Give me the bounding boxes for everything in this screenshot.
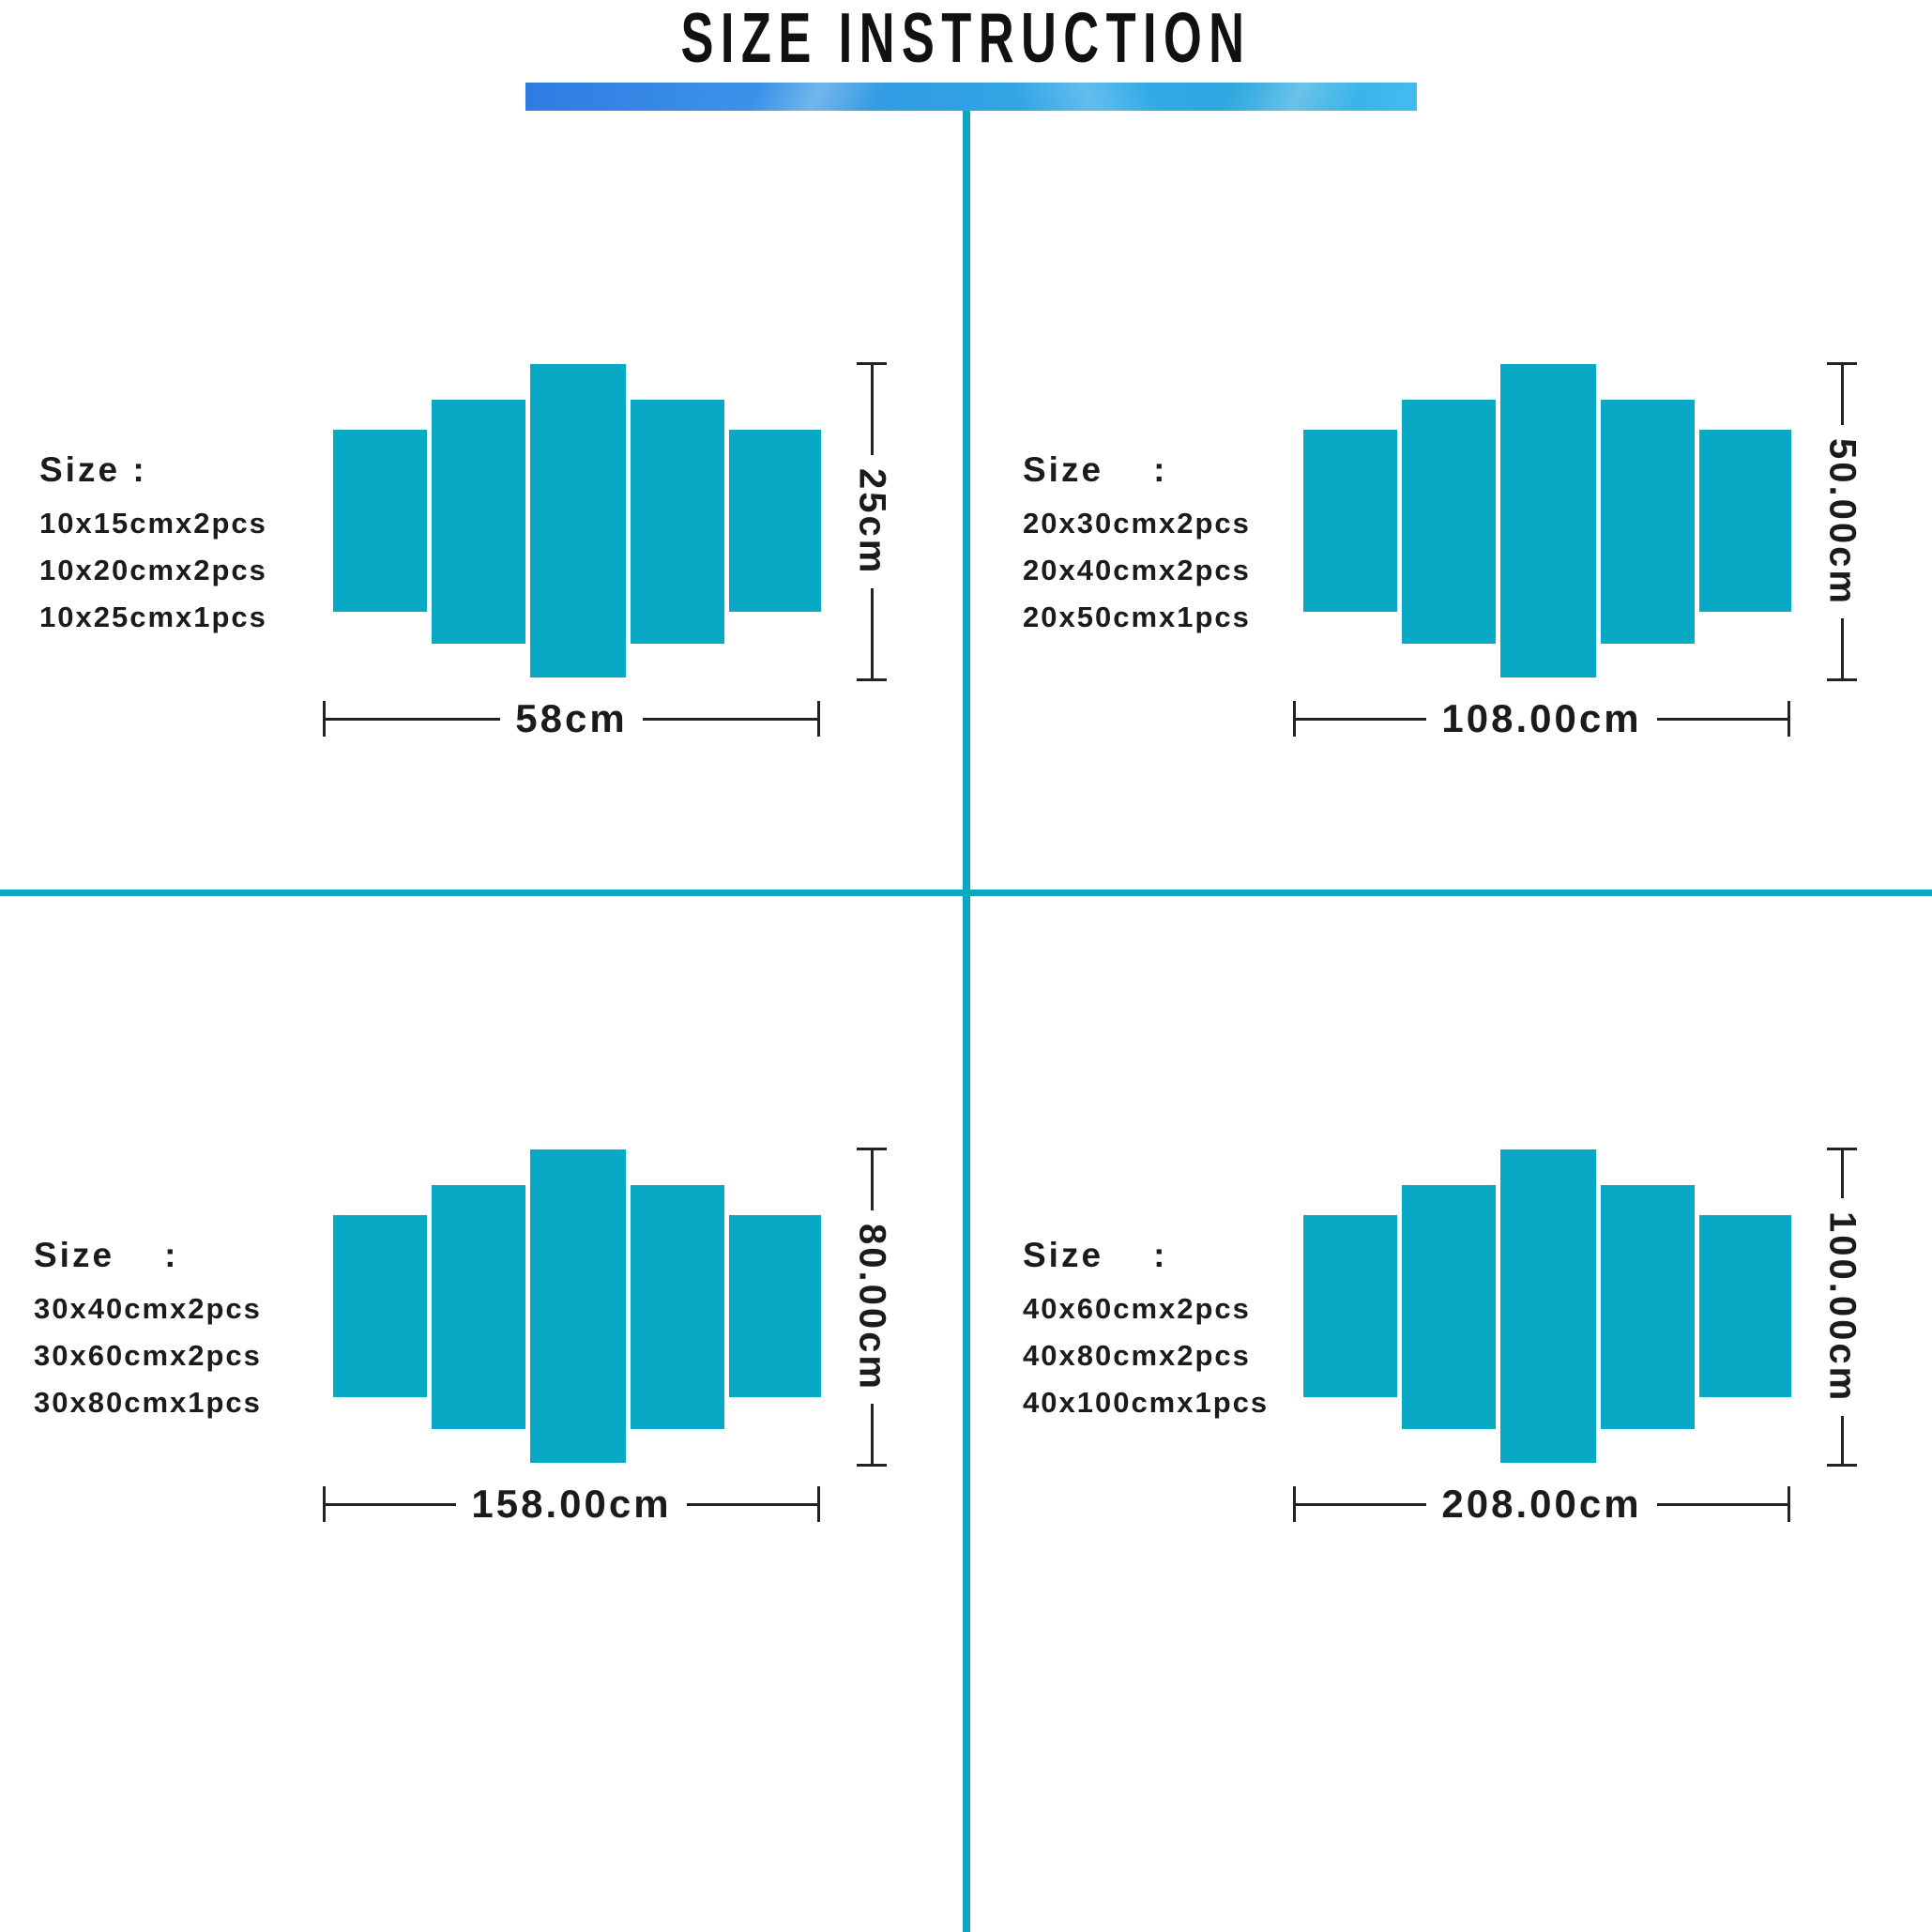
size-line: 40x60cmx2pcs <box>1023 1292 1251 1325</box>
dimension-line-segment <box>870 588 874 678</box>
width-dimension-indicator: 58cm <box>323 696 821 740</box>
dimension-line-segment <box>1840 618 1844 679</box>
size-line: 40x100cmx1pcs <box>1023 1386 1270 1419</box>
quadrant-bottom-left: Size : 30x40cmx2pcs 30x60cmx2pcs 30x80cm… <box>0 896 961 1675</box>
height-dimension-label: 50.00cm <box>1821 437 1864 606</box>
canvas-panel-5 <box>729 1215 821 1397</box>
canvas-panel-2 <box>1402 400 1496 644</box>
width-dimension-indicator: 108.00cm <box>1293 696 1791 740</box>
height-dimension-indicator: 100.00cm <box>1822 1148 1864 1467</box>
canvas-panel-1 <box>333 430 427 612</box>
dimension-line-segment <box>642 717 818 721</box>
dimension-line-segment <box>870 1150 874 1210</box>
size-line: 20x40cmx2pcs <box>1023 554 1251 586</box>
canvas-panel-2 <box>432 400 525 644</box>
height-dimension-indicator: 25cm <box>852 362 893 681</box>
height-dimension-indicator: 80.00cm <box>852 1148 893 1468</box>
height-dimension-label: 100.00cm <box>1821 1210 1864 1404</box>
size-line: 10x15cmx2pcs <box>39 507 267 540</box>
dimension-end-cap <box>817 701 821 737</box>
quadrant-bottom-right: Size : 40x60cmx2pcs 40x80cmx2pcs 40x100c… <box>970 896 1931 1675</box>
size-list: Size : 20x30cmx2pcs 20x40cmx2pcs 20x50cm… <box>1023 450 1251 647</box>
size-line: 40x80cmx2pcs <box>1023 1339 1251 1372</box>
vertical-divider-line <box>963 111 970 1932</box>
gradient-accent-bar <box>525 83 1417 111</box>
width-dimension-label: 208.00cm <box>1441 1482 1642 1526</box>
canvas-panel-3 <box>1500 364 1596 677</box>
canvas-panel-4 <box>631 1185 724 1429</box>
canvas-panel-2 <box>1402 1185 1496 1429</box>
dimension-end-cap <box>857 1148 887 1150</box>
dimension-end-cap <box>1827 362 1857 365</box>
height-dimension-label: 25cm <box>851 467 893 576</box>
canvas-panel-3 <box>530 1149 626 1463</box>
canvas-panel-3 <box>1500 1149 1596 1463</box>
canvas-panel-1 <box>1303 1215 1397 1397</box>
dimension-line-segment <box>1840 1150 1844 1198</box>
size-list: Size : 30x40cmx2pcs 30x60cmx2pcs 30x80cm… <box>34 1236 262 1433</box>
canvas-panel-1 <box>333 1215 427 1397</box>
dimension-end-cap <box>1827 1464 1857 1467</box>
height-dimension-indicator: 50.00cm <box>1822 362 1864 682</box>
canvas-panel-5 <box>1699 1215 1791 1397</box>
canvas-panel-3 <box>530 364 626 677</box>
dimension-end-cap <box>857 1464 887 1468</box>
dimension-line-segment <box>1656 1502 1788 1506</box>
width-dimension-label: 108.00cm <box>1441 696 1642 740</box>
width-dimension-label: 58cm <box>515 696 628 740</box>
size-list-title: Size : <box>39 450 147 489</box>
quadrant-top-left: Size : 10x15cmx2pcs 10x20cmx2pcs 10x25cm… <box>0 111 961 890</box>
canvas-panel-4 <box>1601 400 1695 644</box>
dimension-end-cap <box>817 1486 821 1522</box>
canvas-panel-4 <box>631 400 724 644</box>
size-line: 30x60cmx2pcs <box>34 1339 262 1372</box>
canvas-panel-4 <box>1601 1185 1695 1429</box>
canvas-panel-1 <box>1303 430 1397 612</box>
size-line: 30x40cmx2pcs <box>34 1292 262 1325</box>
canvas-panel-5 <box>1699 430 1791 612</box>
size-list: Size : 10x15cmx2pcs 10x20cmx2pcs 10x25cm… <box>39 450 267 647</box>
height-dimension-label: 80.00cm <box>851 1223 893 1392</box>
size-list-title: Size : <box>1023 1236 1168 1274</box>
dimension-line-segment <box>1296 1502 1427 1506</box>
size-line: 10x25cmx1pcs <box>39 601 267 633</box>
dimension-end-cap <box>1293 701 1296 737</box>
horizontal-divider-line <box>0 890 1932 896</box>
dimension-line-segment <box>1656 717 1788 721</box>
dimension-line-segment <box>870 365 874 455</box>
page-title: SIZE INSTRUCTION <box>680 0 1252 78</box>
dimension-line-segment <box>1840 1416 1844 1464</box>
size-list-title: Size : <box>34 1236 179 1274</box>
width-dimension-label: 158.00cm <box>471 1482 672 1526</box>
dimension-end-cap <box>323 701 326 737</box>
quadrant-top-right: Size : 20x30cmx2pcs 20x40cmx2pcs 20x50cm… <box>970 111 1931 890</box>
dimension-end-cap <box>857 678 887 681</box>
dimension-line-segment <box>870 1404 874 1465</box>
dimension-line-segment <box>1840 365 1844 425</box>
size-line: 20x30cmx2pcs <box>1023 507 1251 540</box>
width-dimension-indicator: 208.00cm <box>1293 1482 1791 1526</box>
dimension-end-cap <box>323 1486 326 1522</box>
canvas-panel-2 <box>432 1185 525 1429</box>
dimension-end-cap <box>1827 678 1857 682</box>
dimension-end-cap <box>1787 1486 1791 1522</box>
canvas-panel-5 <box>729 430 821 612</box>
size-list: Size : 40x60cmx2pcs 40x80cmx2pcs 40x100c… <box>1023 1236 1269 1433</box>
dimension-line-segment <box>326 717 501 721</box>
size-line: 20x50cmx1pcs <box>1023 601 1251 633</box>
dimension-line-segment <box>1296 717 1427 721</box>
size-list-title: Size : <box>1023 450 1168 489</box>
size-line: 30x80cmx1pcs <box>34 1386 262 1419</box>
dimension-end-cap <box>857 362 887 365</box>
dimension-end-cap <box>1827 1148 1857 1150</box>
width-dimension-indicator: 158.00cm <box>323 1482 821 1526</box>
dimension-line-segment <box>326 1502 457 1506</box>
dimension-line-segment <box>686 1502 818 1506</box>
dimension-end-cap <box>1787 701 1791 737</box>
dimension-end-cap <box>1293 1486 1296 1522</box>
size-line: 10x20cmx2pcs <box>39 554 267 586</box>
